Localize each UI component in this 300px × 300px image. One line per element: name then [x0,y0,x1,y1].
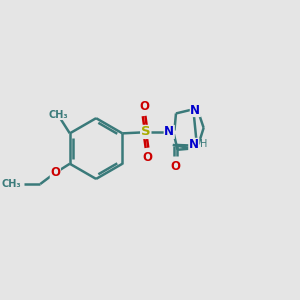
Text: N: N [190,103,200,116]
Text: O: O [50,167,60,179]
Text: CH₃: CH₃ [48,110,68,120]
Text: H: H [200,139,207,149]
Text: N: N [164,125,174,138]
Text: N: N [189,138,199,152]
Text: O: O [170,160,180,173]
Text: O: O [142,151,152,164]
Text: CH₃: CH₃ [1,179,21,189]
Text: S: S [141,125,150,138]
Text: O: O [139,100,149,112]
